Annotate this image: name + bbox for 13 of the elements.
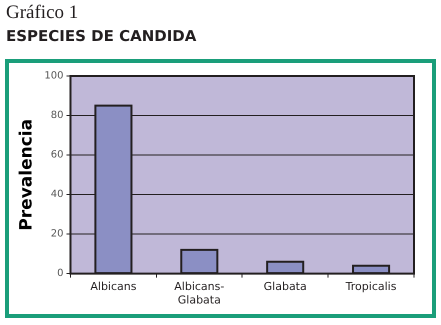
y-tick-label: 40	[50, 189, 64, 200]
y-tick-label: 20	[50, 228, 64, 240]
x-tick-label: Albicans-Glabata	[174, 280, 224, 306]
x-tick-label: Glabata	[264, 280, 307, 294]
y-tick-label: 60	[50, 150, 64, 161]
y-tick-label: 100	[44, 70, 64, 82]
y-tick-label: 0	[57, 268, 64, 280]
chart-title: Gráfico 1	[6, 2, 78, 24]
y-tick-label: 80	[50, 110, 64, 122]
chart-subtitle: ESPECIES DE CANDIDA	[6, 27, 196, 45]
x-tick-label: Albicans	[90, 280, 137, 294]
y-axis-title: Prevalencia	[16, 118, 37, 231]
x-tick-label: Tropicalis	[344, 280, 397, 294]
